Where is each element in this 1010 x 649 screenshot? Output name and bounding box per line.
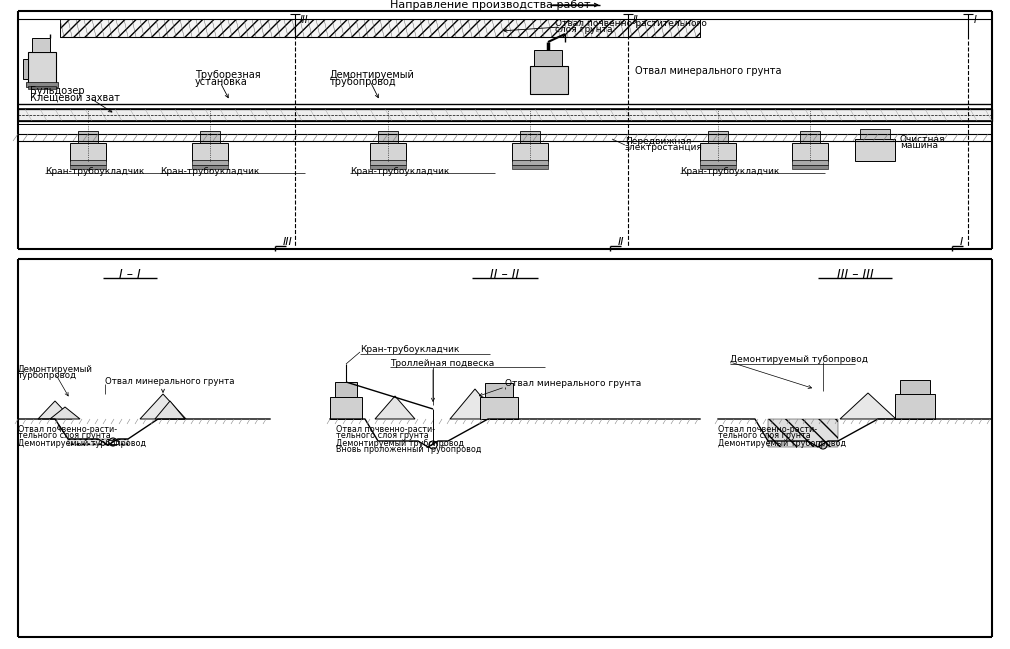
Bar — [192, 143, 228, 161]
Bar — [530, 66, 568, 94]
Bar — [192, 160, 228, 165]
Text: Кран-трубоукладчик: Кран-трубоукладчик — [360, 345, 460, 354]
Text: слоя грунта: слоя грунта — [556, 25, 612, 34]
Bar — [792, 165, 828, 169]
Text: Кран-трубоукладчик: Кран-трубоукладчик — [45, 167, 144, 175]
Bar — [370, 160, 406, 165]
Bar — [335, 382, 357, 397]
Text: Труборезная: Труборезная — [195, 70, 261, 80]
Text: Отвал минерального грунта: Отвал минерального грунта — [105, 378, 234, 387]
Text: Вновь проложенный трубопровод: Вновь проложенный трубопровод — [336, 445, 482, 454]
Text: III: III — [300, 15, 309, 25]
Text: установка: установка — [195, 77, 247, 87]
Text: Демонтируемый турбопровод: Демонтируемый турбопровод — [18, 439, 146, 448]
Text: Демонтируемый: Демонтируемый — [330, 70, 415, 80]
Bar — [330, 397, 362, 419]
Text: Отвал почвенно-расти-: Отвал почвенно-расти- — [718, 424, 817, 434]
Polygon shape — [375, 396, 415, 419]
Bar — [370, 165, 406, 169]
Bar — [792, 143, 828, 161]
Text: I: I — [960, 237, 964, 247]
Text: Отвал почвенно-растительного: Отвал почвенно-растительного — [556, 19, 707, 27]
Bar — [895, 394, 935, 419]
Text: Кран-трубоукладчик: Кран-трубоукладчик — [680, 167, 780, 175]
Bar — [480, 397, 518, 419]
Polygon shape — [840, 393, 896, 419]
Bar — [512, 165, 548, 169]
Bar — [200, 131, 220, 143]
Text: I: I — [974, 15, 977, 25]
Bar — [70, 165, 106, 169]
Bar — [70, 143, 106, 161]
Bar — [700, 160, 736, 165]
Text: Клещевой захват: Клещевой захват — [30, 93, 120, 103]
Bar — [700, 143, 736, 161]
Bar — [855, 139, 895, 161]
Bar — [68, 439, 128, 445]
Text: Демонтируемый тубопровод: Демонтируемый тубопровод — [730, 354, 868, 363]
Bar — [520, 131, 540, 143]
Bar — [78, 131, 98, 143]
Text: Отвал почвенно-расти-: Отвал почвенно-расти- — [336, 424, 435, 434]
Polygon shape — [50, 407, 80, 419]
Bar — [108, 440, 118, 444]
Bar — [23, 59, 28, 79]
Text: машина: машина — [900, 141, 938, 151]
Text: Бульдозер: Бульдозер — [30, 86, 85, 96]
Text: Демонтируемый трубопровод: Демонтируемый трубопровод — [336, 439, 464, 448]
Text: Троллейная подвеска: Троллейная подвеска — [390, 360, 494, 369]
Polygon shape — [450, 389, 500, 419]
Text: Отвал минерального грунта: Отвал минерального грунта — [635, 66, 782, 76]
Bar — [700, 165, 736, 169]
Bar — [708, 131, 728, 143]
Text: Отвал почвенно-расти-: Отвал почвенно-расти- — [18, 424, 117, 434]
Text: III – III: III – III — [836, 267, 874, 280]
Bar — [28, 52, 56, 84]
Bar — [512, 160, 548, 165]
Bar — [370, 143, 406, 161]
Bar — [534, 50, 562, 66]
Bar — [800, 131, 820, 143]
Bar — [768, 419, 838, 447]
Text: тельного слоя грунта: тельного слоя грунта — [718, 432, 811, 441]
Bar — [70, 160, 106, 165]
Text: Кран-трубоукладчик: Кран-трубоукладчик — [160, 167, 260, 175]
Bar — [32, 38, 50, 52]
Text: III: III — [283, 237, 293, 247]
Text: турбопровод: турбопровод — [18, 371, 77, 380]
Bar — [485, 383, 513, 397]
Text: II – II: II – II — [491, 267, 519, 280]
Polygon shape — [140, 394, 186, 419]
Text: Кран-трубоукладчик: Кран-трубоукладчик — [350, 167, 449, 175]
Text: тельного слоя грунта: тельного слоя грунта — [18, 432, 111, 441]
Bar — [512, 143, 548, 161]
Text: II: II — [618, 237, 624, 247]
Text: Демонтируемый: Демонтируемый — [18, 365, 93, 374]
Bar — [192, 165, 228, 169]
Bar — [26, 82, 58, 87]
Text: трубопровод: трубопровод — [330, 77, 397, 87]
Bar — [378, 131, 398, 143]
Bar — [60, 19, 700, 37]
Text: Направление производства работ: Направление производства работ — [390, 0, 591, 10]
Polygon shape — [38, 401, 72, 419]
Text: Передвижная: Передвижная — [625, 136, 692, 145]
Text: тельного слоя грунта: тельного слоя грунта — [336, 432, 429, 441]
Text: Отвал минерального грунта: Отвал минерального грунта — [505, 380, 641, 389]
Text: II: II — [633, 15, 638, 25]
Bar — [792, 160, 828, 165]
Bar — [900, 380, 930, 394]
Bar — [28, 86, 56, 89]
Bar — [18, 109, 992, 121]
Text: электростанция: электростанция — [625, 143, 703, 153]
Text: Очистная: Очистная — [900, 134, 945, 143]
Text: I – I: I – I — [119, 267, 140, 280]
Polygon shape — [155, 401, 185, 419]
Bar — [860, 129, 890, 139]
Text: Демонтируемый трубопровод: Демонтируемый трубопровод — [718, 439, 846, 448]
